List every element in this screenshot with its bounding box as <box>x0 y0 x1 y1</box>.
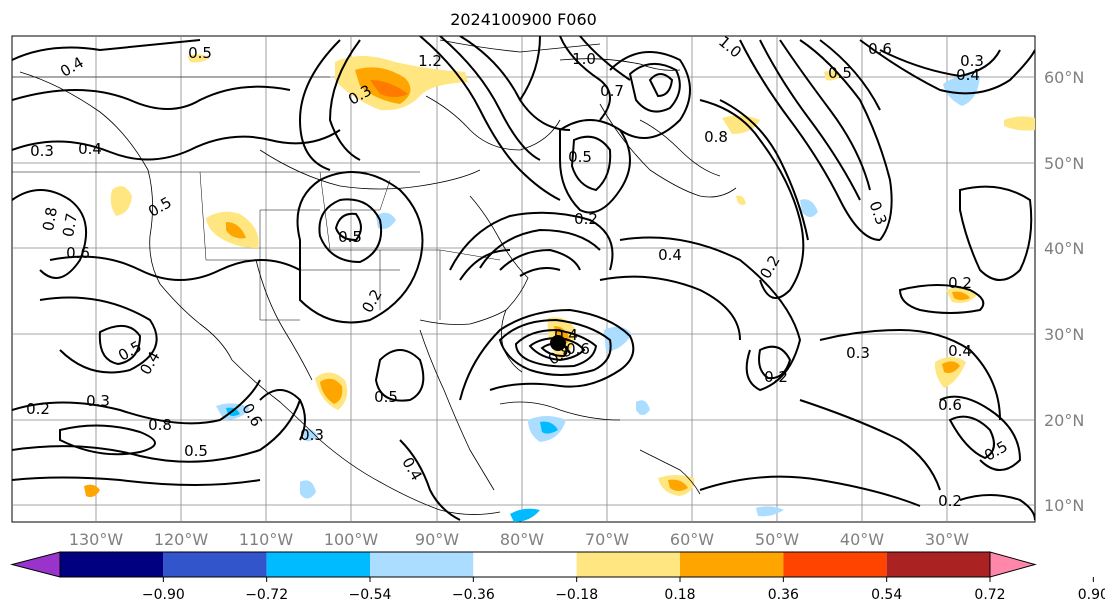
colorbar: −0.90 −0.72 −0.54 −0.36 −0.18 0.18 0.36 0.54 0.7… <box>10 551 1105 603</box>
colorbar-tick-label: 0.36 <box>768 587 799 603</box>
negative-shade-patch <box>800 199 818 217</box>
longitude-label: 110°W <box>239 530 294 549</box>
positive-shade-patch <box>1004 116 1035 131</box>
colorbar-tick-label: −0.36 <box>452 587 495 603</box>
negative-shade-patch <box>943 75 980 106</box>
contour-label: 0.5 <box>188 44 212 62</box>
latitude-label: 50°N <box>1044 154 1084 173</box>
colorbar-swatch <box>680 552 784 577</box>
colorbar-swatch <box>576 552 680 577</box>
contour-label: 0.4 <box>956 66 980 84</box>
contour-lines <box>12 36 1035 521</box>
latitude-label: 30°N <box>1044 325 1084 344</box>
contour-label: 0.4 <box>948 342 972 360</box>
positive-shade-patch <box>226 222 246 239</box>
contour-label: 1.0 <box>572 50 596 68</box>
colorbar-extend-low <box>10 551 61 578</box>
colorbar-swatch <box>370 552 474 577</box>
colorbar-tick-label: 0.90 <box>1078 587 1105 603</box>
contour-label: 0.5 <box>374 388 398 406</box>
negative-shade-patch <box>302 428 318 442</box>
contour-label: 0.2 <box>948 274 972 292</box>
contour-label: 1.2 <box>418 52 442 70</box>
map-title: 2024100900 F060 <box>450 10 597 29</box>
positive-shade-patch <box>110 186 132 216</box>
latitude-label: 60°N <box>1044 68 1084 87</box>
contour-label: 0.8 <box>704 128 728 146</box>
contour-label: 0.4 <box>78 140 102 158</box>
map-panel <box>11 35 1036 523</box>
longitude-label: 100°W <box>324 530 379 549</box>
colorbar-tick-label: 0.18 <box>664 587 695 603</box>
contour-label: 0.7 <box>600 82 624 100</box>
contour-label: 0.4 <box>554 326 578 344</box>
contour-label: 0.2 <box>764 368 788 386</box>
coastlines <box>19 39 737 515</box>
longitude-label: 90°W <box>415 530 459 549</box>
longitude-label: 130°W <box>69 530 124 549</box>
positive-shade-patch <box>736 195 746 205</box>
longitude-label: 70°W <box>585 530 629 549</box>
contour-label: 0.3 <box>300 426 324 444</box>
positive-shade-patch <box>188 54 210 63</box>
contour-label: 0.2 <box>574 210 598 228</box>
contour-label: 0.5 <box>184 442 208 460</box>
contour-label: 0.6 <box>66 244 90 262</box>
longitude-label: 80°W <box>500 530 544 549</box>
contour-label: 0.6 <box>868 40 892 58</box>
contour-label: 0.2 <box>26 400 50 418</box>
negative-shade-patch <box>636 400 650 415</box>
storm-center-marker <box>550 335 566 351</box>
latitude-label: 40°N <box>1044 239 1084 258</box>
positive-shade-patch <box>370 80 408 97</box>
negative-shade-patch <box>510 508 540 522</box>
latitude-label: 20°N <box>1044 411 1084 430</box>
colorbar-tick-label: −0.90 <box>142 587 185 603</box>
longitude-labels: 130°W 120°W 110°W 100°W 90°W 80°W 70°W 60°W 50°W… <box>69 530 969 549</box>
positive-shade-patch <box>942 361 960 374</box>
latitude-labels: 60°N 50°N 40°N 30°N 20°N 10°N <box>1044 68 1084 515</box>
colorbar-tick-label: −0.18 <box>555 587 598 603</box>
colorbar-tick-label: −0.72 <box>245 587 288 603</box>
positive-shade-patch <box>84 484 100 498</box>
contour-label: 0.3 <box>30 142 54 160</box>
positive-shade-patch <box>952 291 970 300</box>
colorbar-swatch <box>886 552 990 577</box>
longitude-label: 60°W <box>670 530 714 549</box>
contour-label: 0.7 <box>59 212 81 239</box>
longitude-label: 50°W <box>755 530 799 549</box>
contour-label: 0.3 <box>86 392 110 410</box>
longitude-label: 40°W <box>840 530 884 549</box>
negative-shade-patch <box>300 480 316 499</box>
contour-label: 0.3 <box>960 52 984 70</box>
colorbar-tick-label: −0.54 <box>349 587 392 603</box>
contour-label: 0.3 <box>846 344 870 362</box>
longitude-label: 30°W <box>925 530 969 549</box>
colorbar-swatch <box>473 552 577 577</box>
negative-shade-patch <box>540 421 558 434</box>
contour-label: 0.8 <box>148 416 172 434</box>
contour-label: 0.8 <box>39 206 61 233</box>
contour-label: 0.5 <box>338 228 362 246</box>
contour-label: 0.5 <box>568 148 592 166</box>
contour-label: 0.6 <box>938 396 962 414</box>
longitude-label: 120°W <box>154 530 209 549</box>
positive-shade-patch <box>668 479 688 491</box>
latitude-label: 10°N <box>1044 496 1084 515</box>
colorbar-tick-label: 0.54 <box>871 587 902 603</box>
colorbar-swatch <box>783 552 887 577</box>
negative-shade-patch <box>756 506 784 517</box>
contour-label: 0.4 <box>658 246 682 264</box>
colorbar-swatch <box>60 552 164 577</box>
colorbar-swatch <box>163 552 267 577</box>
colorbar-swatch <box>266 552 370 577</box>
colorbar-extend-high <box>989 551 1037 578</box>
contour-label: 0.6 <box>566 340 590 358</box>
contour-label: 0.2 <box>938 492 962 510</box>
contour-label: 0.5 <box>828 64 852 82</box>
colorbar-tick-label: 0.72 <box>974 587 1005 603</box>
positive-shade-patch <box>320 378 343 404</box>
